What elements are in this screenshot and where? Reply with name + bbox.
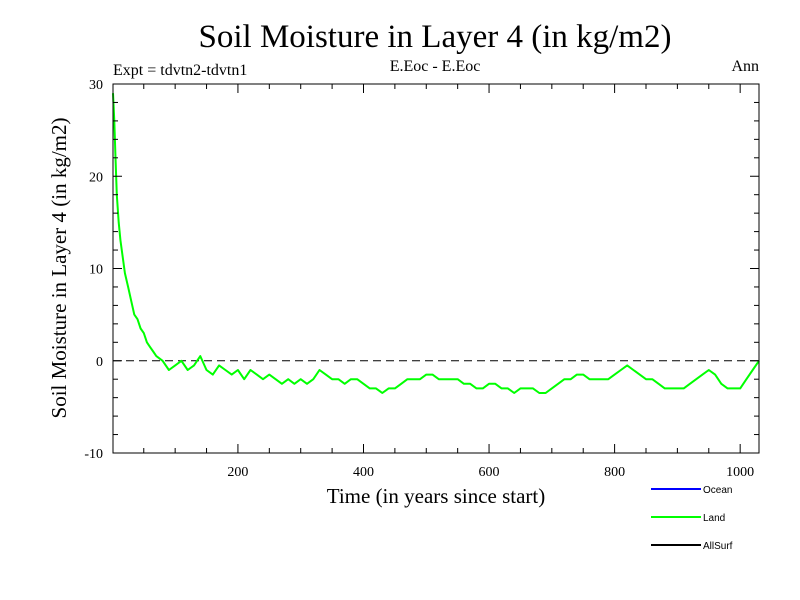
x-tick-label: 1000 bbox=[726, 465, 754, 480]
subtitle-center: E.Eoc - E.Eoc bbox=[390, 58, 481, 75]
subtitle-left: Expt = tdvtn2-tdvtn1 bbox=[113, 62, 247, 79]
y-tick-label: -10 bbox=[84, 447, 103, 462]
legend-label-ocean: Ocean bbox=[703, 485, 732, 496]
y-axis-label: Soil Moisture in Layer 4 (in kg/m2) bbox=[47, 118, 71, 419]
y-tick-label: 20 bbox=[89, 170, 103, 185]
x-tick-label: 200 bbox=[227, 465, 248, 480]
chart-title: Soil Moisture in Layer 4 (in kg/m2) bbox=[199, 19, 672, 55]
subtitle-right: Ann bbox=[731, 58, 759, 75]
legend-label-allsurf: AllSurf bbox=[703, 541, 733, 552]
series-line-land bbox=[112, 93, 760, 394]
x-tick-label: 800 bbox=[604, 465, 625, 480]
y-tick-label: 10 bbox=[89, 263, 103, 278]
x-axis-label: Time (in years since start) bbox=[327, 484, 546, 508]
y-tick-label: 30 bbox=[89, 78, 103, 93]
x-tick-label: 600 bbox=[479, 465, 500, 480]
plot-frame bbox=[112, 83, 760, 454]
y-tick-label: 0 bbox=[96, 355, 103, 370]
x-tick-label: 400 bbox=[353, 465, 374, 480]
legend-label-land: Land bbox=[703, 513, 725, 524]
